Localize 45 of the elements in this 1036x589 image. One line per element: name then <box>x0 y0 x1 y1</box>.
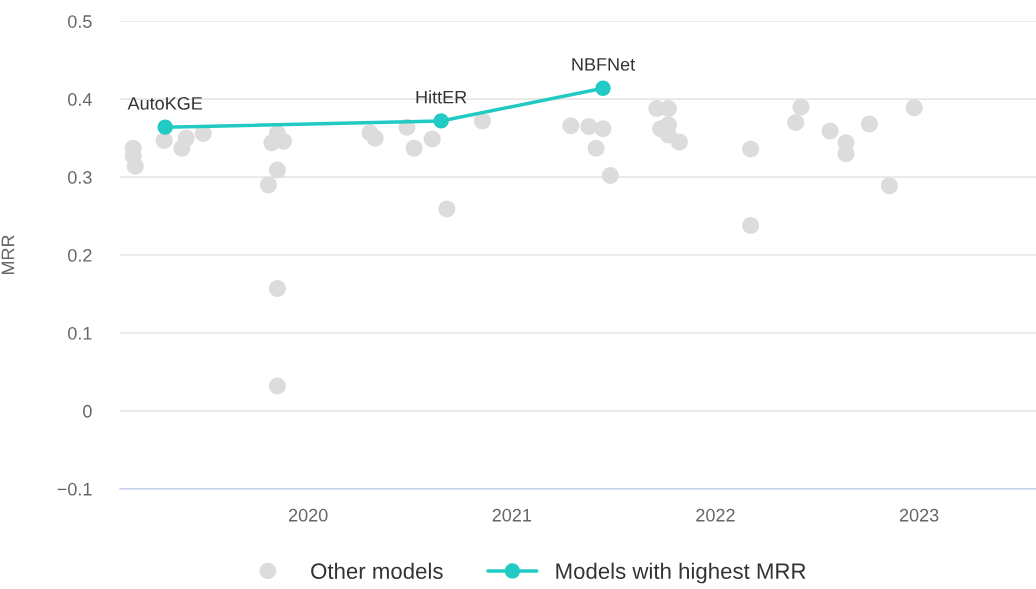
annotation: AutoKGE <box>127 96 203 110</box>
point <box>433 113 449 129</box>
point <box>880 177 898 195</box>
point <box>157 119 173 135</box>
point <box>860 115 878 133</box>
point <box>268 161 286 179</box>
x-tick-label: 2020 <box>288 508 328 522</box>
point <box>405 139 423 157</box>
point <box>177 129 195 147</box>
point <box>268 377 286 395</box>
point <box>670 133 688 151</box>
x-tick-label: 2022 <box>696 508 735 522</box>
point <box>905 99 923 117</box>
legend-label: Models with highest MRR <box>556 562 806 584</box>
annotation: HittER <box>416 90 467 104</box>
y-tick-label: 0.3 <box>68 171 92 184</box>
point <box>792 98 810 116</box>
y-tick-label: 0 <box>83 404 92 418</box>
point <box>601 167 619 185</box>
point <box>423 130 441 148</box>
y-tick-label: 0.4 <box>68 93 92 106</box>
point <box>268 280 286 298</box>
y-tick-label: 0.2 <box>68 248 92 262</box>
annotation: NBFNet <box>572 58 636 71</box>
y-tick-label: 0.1 <box>68 326 92 340</box>
point <box>259 176 277 194</box>
point <box>595 80 611 96</box>
point <box>594 120 612 138</box>
point <box>366 129 384 147</box>
point <box>787 114 805 132</box>
y-tick-label: −0.1 <box>57 482 92 496</box>
point <box>473 112 491 130</box>
point <box>821 122 839 140</box>
point <box>742 216 760 234</box>
point <box>562 117 580 135</box>
y-tick-label: 0.5 <box>68 15 92 28</box>
point <box>155 131 173 149</box>
point <box>580 117 598 135</box>
y-axis-title: MRR <box>1 235 15 275</box>
point <box>742 140 760 158</box>
legend-label: Other models <box>311 562 443 579</box>
point <box>587 139 605 157</box>
x-tick-label: 2023 <box>899 508 939 522</box>
x-tick-label: 2021 <box>492 508 531 522</box>
point <box>438 200 456 218</box>
